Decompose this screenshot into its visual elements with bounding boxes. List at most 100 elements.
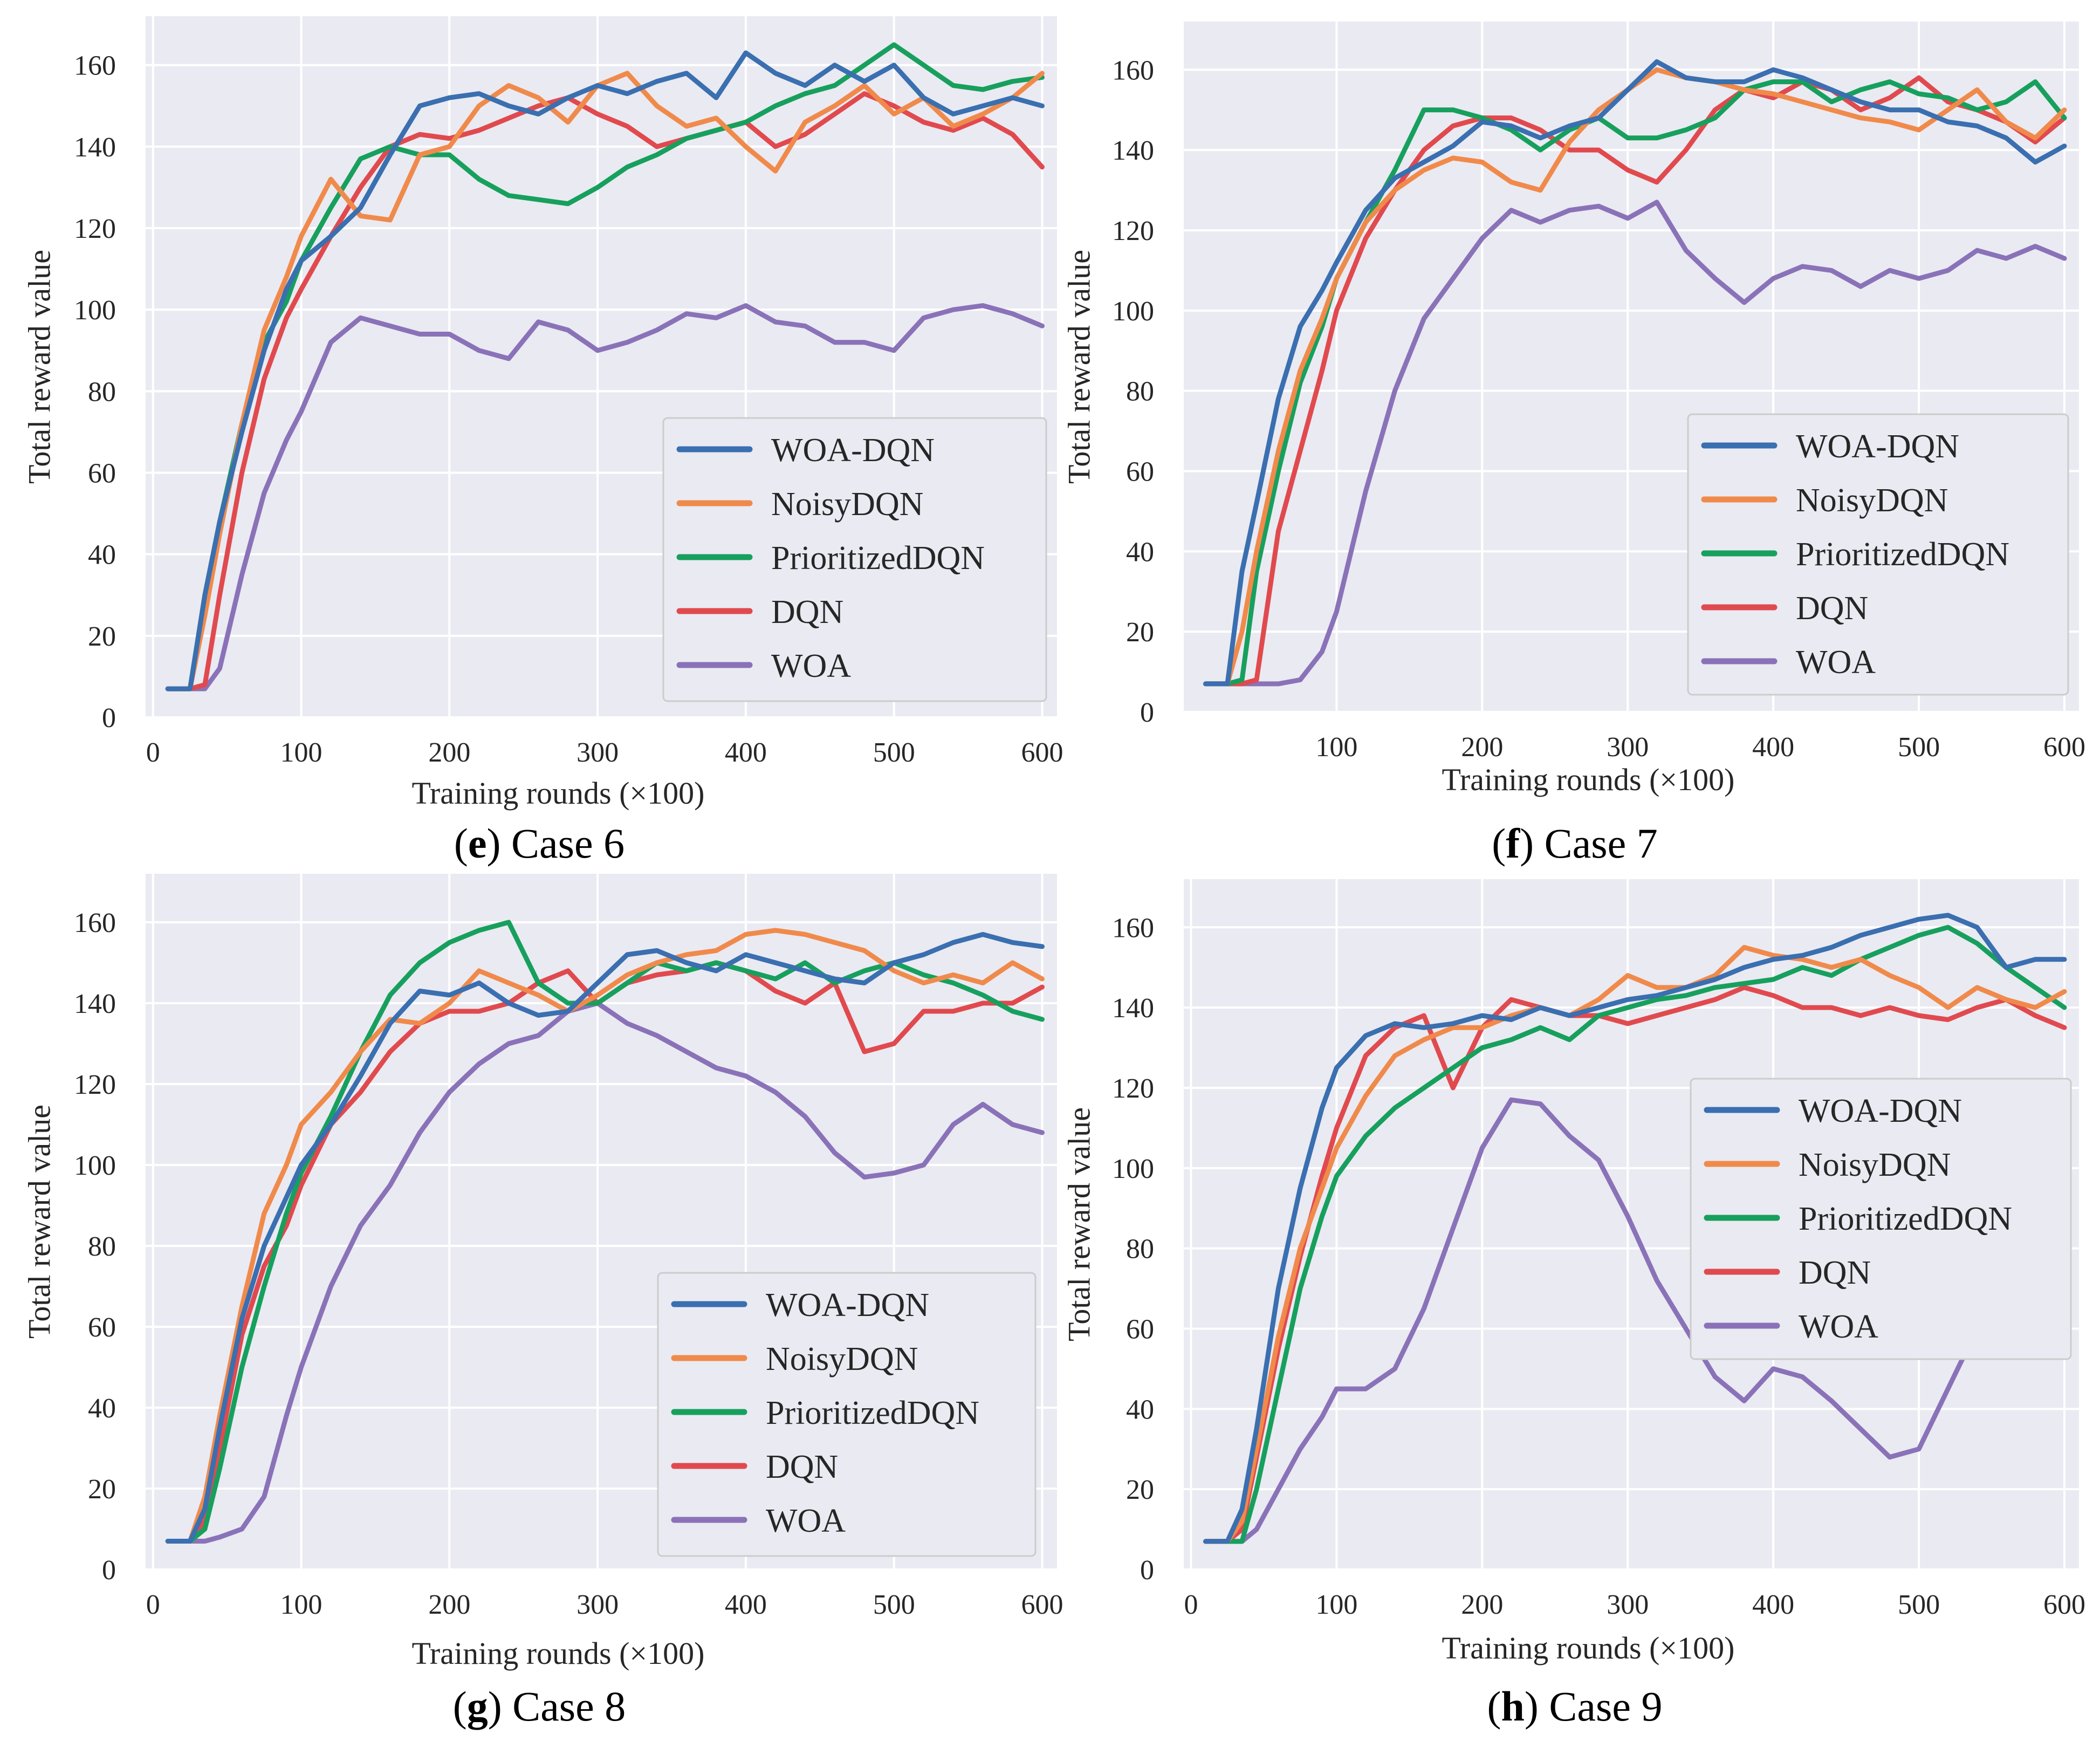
legend-label: PrioritizedDQN xyxy=(771,540,985,577)
x-tick-label: 300 xyxy=(1607,1589,1649,1620)
y-tick-label: 60 xyxy=(1126,456,1154,487)
y-tick-label: 160 xyxy=(1112,913,1154,943)
legend-label: WOA-DQN xyxy=(771,432,935,469)
y-tick-label: 120 xyxy=(1112,216,1154,246)
y-tick-label: 140 xyxy=(1112,993,1154,1024)
series-line-dqn xyxy=(165,960,1045,1544)
x-tick-label: 500 xyxy=(1898,732,1940,763)
legend-box xyxy=(1687,413,2069,696)
legend-label: WOA xyxy=(1799,1308,1878,1345)
y-tick-label: 120 xyxy=(74,214,116,244)
y-tick-label: 20 xyxy=(1126,1475,1154,1505)
y-tick-label: 80 xyxy=(1126,376,1154,407)
panel-caption: (h) Case 9 xyxy=(1487,1683,1663,1730)
y-tick-label: 100 xyxy=(74,295,116,326)
legend: WOA-DQN NoisyDQN PrioritizedDQN DQN WOA xyxy=(662,417,1047,702)
x-tick-label: 100 xyxy=(1315,1589,1357,1620)
y-axis-label: Total reward value xyxy=(22,1105,57,1339)
legend-label: PrioritizedDQN xyxy=(1796,536,2009,573)
legend-label: NoisyDQN xyxy=(771,486,923,523)
legend-label: WOA xyxy=(766,1503,846,1539)
legend-label: NoisyDQN xyxy=(1796,482,1948,519)
legend-label: DQN xyxy=(771,594,843,630)
y-tick-label: 140 xyxy=(74,132,116,163)
y-tick-label: 40 xyxy=(88,540,116,571)
series-line-prioritizeddqn xyxy=(1203,924,2067,1544)
x-axis-label: Training rounds (×100) xyxy=(1442,762,1735,797)
y-tick-label: 120 xyxy=(1112,1073,1154,1104)
x-tick-label: 300 xyxy=(577,1589,619,1620)
x-tick-label: 300 xyxy=(577,737,619,768)
y-tick-label: 140 xyxy=(1112,135,1154,166)
series-line-woa xyxy=(1203,200,2067,687)
x-tick-label: 400 xyxy=(725,1589,767,1620)
chart-panel-f: 0 20 40 60 80 100 120 140 160 100 200 300 400 500 600 T… xyxy=(1061,22,2085,867)
y-tick-label: 0 xyxy=(102,703,116,734)
y-tick-label: 40 xyxy=(1126,537,1154,567)
y-tick-label: 100 xyxy=(1112,1154,1154,1184)
legend: WOA-DQN NoisyDQN PrioritizedDQN DQN WOA xyxy=(657,1272,1037,1557)
legend-label: DQN xyxy=(766,1449,838,1485)
series-line-woa xyxy=(165,303,1045,691)
y-tick-label: 60 xyxy=(1126,1314,1154,1345)
x-tick-label: 600 xyxy=(2043,732,2085,763)
chart-panel-g: 0 20 40 60 80 100 120 140 160 0 100 200 300 400 500 600… xyxy=(22,874,1063,1730)
x-tick-label: 200 xyxy=(1461,1589,1503,1620)
x-tick-label: 100 xyxy=(280,1589,322,1620)
x-tick-label: 600 xyxy=(2043,1589,2085,1620)
y-tick-label: 100 xyxy=(74,1150,116,1181)
x-tick-label: 200 xyxy=(428,1589,470,1620)
x-tick-label: 600 xyxy=(1021,1589,1063,1620)
x-tick-label: 0 xyxy=(146,1589,160,1620)
x-tick-label: 600 xyxy=(1021,737,1063,768)
legend-label: WOA xyxy=(1796,644,1876,681)
y-tick-label: 60 xyxy=(88,458,116,489)
chart-panel-h: 0 20 40 60 80 100 120 140 160 0 100 200 300 400 500 600… xyxy=(1061,879,2085,1730)
x-axis-label: Training rounds (×100) xyxy=(1442,1630,1735,1665)
x-tick-label: 200 xyxy=(428,737,470,768)
y-tick-label: 80 xyxy=(88,376,116,407)
x-axis-label: Training rounds (×100) xyxy=(412,1636,705,1671)
legend-label: DQN xyxy=(1796,590,1868,627)
legend-box xyxy=(1690,1078,2072,1360)
y-tick-label: 160 xyxy=(74,908,116,938)
x-axis-label: Training rounds (×100) xyxy=(412,776,705,811)
panel-caption: (f) Case 7 xyxy=(1492,820,1658,867)
legend-label: WOA xyxy=(771,648,851,684)
series-line-dqn xyxy=(1203,75,2067,687)
chart-panel-e: 0 20 40 60 80 100 120 140 160 0 100 200 300 400 500 600… xyxy=(22,16,1063,867)
legend-label: PrioritizedDQN xyxy=(766,1395,979,1431)
series-line-woa-dqn xyxy=(1203,59,2067,687)
y-tick-label: 160 xyxy=(74,51,116,81)
y-tick-label: 20 xyxy=(88,621,116,652)
x-tick-label: 500 xyxy=(1898,1589,1940,1620)
x-tick-label: 500 xyxy=(873,1589,915,1620)
series-line-woa-dqn xyxy=(165,932,1045,1544)
y-tick-label: 20 xyxy=(1126,617,1154,648)
legend-label: WOA-DQN xyxy=(766,1287,929,1324)
x-tick-label: 0 xyxy=(146,737,160,768)
legend-label: WOA-DQN xyxy=(1799,1093,1962,1129)
panel-caption: (g) Case 8 xyxy=(453,1683,626,1730)
x-tick-label: 400 xyxy=(1752,732,1794,763)
x-tick-label: 500 xyxy=(873,737,915,768)
y-tick-label: 120 xyxy=(74,1070,116,1100)
y-tick-label: 0 xyxy=(1140,1555,1154,1586)
x-tick-label: 100 xyxy=(280,737,322,768)
legend-label: PrioritizedDQN xyxy=(1799,1201,2012,1237)
series-line-woa-dqn xyxy=(1203,913,2067,1544)
legend-box xyxy=(657,1272,1037,1557)
series-line-noisydqn xyxy=(165,71,1045,691)
x-tick-label: 300 xyxy=(1607,732,1649,763)
y-tick-label: 80 xyxy=(1126,1234,1154,1265)
x-tick-label: 400 xyxy=(1752,1589,1794,1620)
legend: WOA-DQN NoisyDQN PrioritizedDQN DQN WOA xyxy=(1687,413,2069,696)
y-tick-label: 100 xyxy=(1112,296,1154,327)
x-tick-label: 0 xyxy=(1184,1589,1198,1620)
y-tick-label: 80 xyxy=(88,1231,116,1262)
y-tick-label: 0 xyxy=(1140,697,1154,728)
y-tick-label: 160 xyxy=(1112,55,1154,86)
y-axis-label: Total reward value xyxy=(1061,250,1096,484)
x-tick-label: 400 xyxy=(725,737,767,768)
